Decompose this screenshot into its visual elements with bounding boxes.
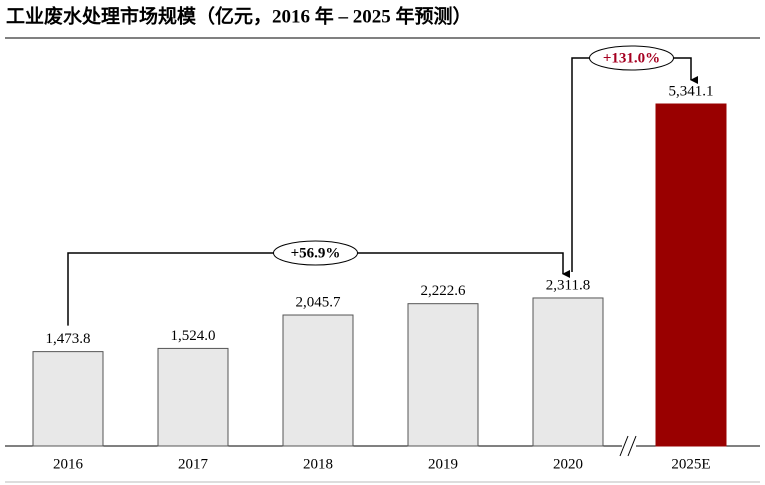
value-label: 2,311.8 <box>546 277 590 293</box>
x-tick-label: 2019 <box>428 456 458 472</box>
x-tick-label: 2016 <box>53 456 84 472</box>
growth-label: +56.9% <box>291 245 341 261</box>
bar <box>282 314 354 447</box>
axis-break <box>627 435 637 457</box>
x-tick-label: 2017 <box>178 456 209 472</box>
bar <box>407 303 479 447</box>
bar <box>32 351 104 447</box>
value-label: 2,222.6 <box>421 283 467 299</box>
value-label: 5,341.1 <box>669 83 714 99</box>
bar <box>655 103 727 447</box>
chart-title: 工业废水处理市场规模（亿元，2016 年 – 2025 年预测） <box>6 4 472 27</box>
value-label: 1,473.8 <box>46 331 91 347</box>
bar <box>532 297 604 447</box>
x-tick-label: 2025E <box>671 456 710 472</box>
value-label: 2,045.7 <box>296 294 342 310</box>
growth-label: +131.0% <box>603 50 660 66</box>
growth-badge <box>589 45 674 71</box>
bar <box>157 347 229 447</box>
growth-badge <box>273 240 358 266</box>
axis-break <box>619 435 629 457</box>
value-label: 1,524.0 <box>171 328 216 344</box>
x-tick-label: 2018 <box>303 456 333 472</box>
x-tick-label: 2020 <box>553 456 583 472</box>
